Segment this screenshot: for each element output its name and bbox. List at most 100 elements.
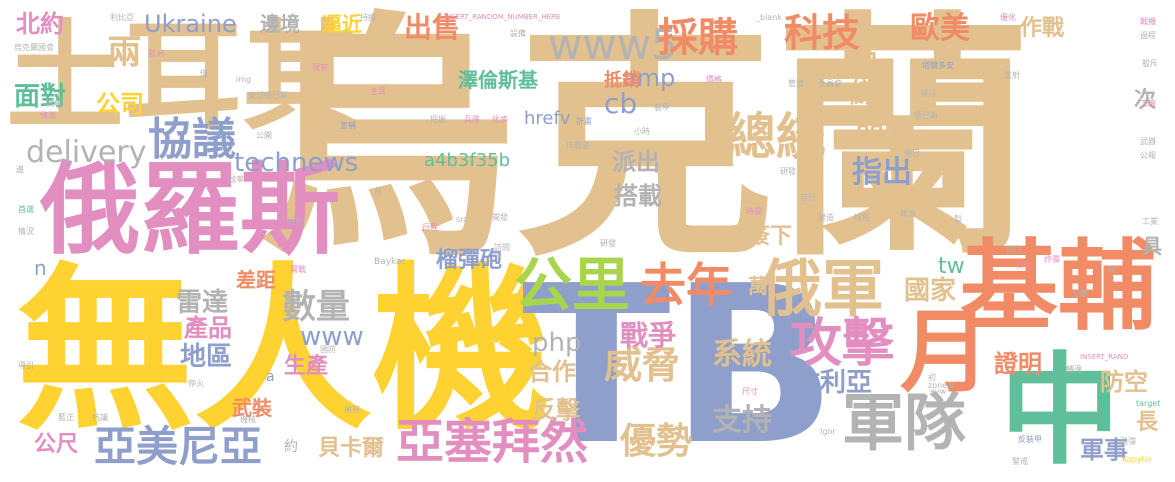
word-ck: ck bbox=[894, 228, 915, 249]
word-committee: 委員會 bbox=[818, 79, 842, 88]
word-anti-armor: 反裝甲 bbox=[1018, 435, 1042, 444]
word-zhichu: 指出 bbox=[852, 155, 912, 190]
word-erdogan: 塔爾多安 bbox=[922, 61, 954, 70]
word-a4b3f35b: a4b3f35b bbox=[424, 150, 511, 171]
word-yasaibairan: 亞塞拜然 bbox=[396, 414, 589, 470]
word-ukraine: Ukraine bbox=[144, 10, 237, 38]
word-libiya: 利比亞 bbox=[110, 13, 134, 22]
word-possess: 擁有 bbox=[344, 405, 360, 414]
word-tuer: 主耳 bbox=[370, 87, 386, 96]
word-xieyi: 協議 bbox=[148, 114, 236, 165]
word-situation: 情況 bbox=[18, 227, 34, 236]
word-avw: avw bbox=[930, 387, 947, 396]
word-edge: 邊 bbox=[16, 165, 24, 174]
word-made: 製 bbox=[954, 215, 962, 224]
word-research: 研發 bbox=[600, 239, 616, 248]
word-combat: 實戰 bbox=[290, 265, 306, 274]
word-baykar: Baykar bbox=[374, 257, 406, 267]
word-youshi: 優勢 bbox=[620, 421, 693, 462]
word-europe: 歐洲 bbox=[148, 49, 164, 58]
word-time: 時間 bbox=[746, 207, 762, 216]
word-yue: 月 bbox=[900, 300, 990, 405]
word-caigou: 採購 bbox=[658, 15, 738, 61]
word-cb: cb bbox=[604, 87, 638, 120]
word-wuzhuang: 武裝 bbox=[232, 396, 272, 420]
word-fly-to: 飛往 bbox=[1006, 245, 1022, 254]
word-shuliang: 數量 bbox=[282, 287, 350, 327]
word-qianxia: 簽下 bbox=[748, 224, 793, 249]
word-yameiniya: 亞美尼亞 bbox=[94, 422, 263, 471]
word-defense: 國防 bbox=[320, 345, 336, 354]
word-alert: 警戒 bbox=[1012, 457, 1028, 466]
word-claim: 宣稱 bbox=[340, 121, 356, 130]
word-zhang: 長 bbox=[1136, 410, 1159, 435]
word-eluosi: 俄羅斯 bbox=[40, 151, 340, 268]
word-troops: 兵隊 bbox=[464, 115, 480, 124]
word-zongtong: 總統 bbox=[726, 108, 826, 166]
word-img: img bbox=[236, 75, 252, 84]
word-blue: 藍正 bbox=[58, 413, 74, 422]
word-oumei: 歐美 bbox=[910, 11, 970, 46]
word-bomb: 炸彈 bbox=[1044, 255, 1060, 264]
word-php: php bbox=[532, 328, 582, 358]
word-missile: 飛彈 bbox=[1120, 437, 1136, 446]
word-donbas: 頓巴斯 bbox=[914, 111, 938, 120]
word-develop: 研發 bbox=[780, 167, 796, 176]
word-first: 首 bbox=[374, 187, 382, 196]
word-amp: amp bbox=[622, 64, 676, 92]
word-weixie: 威脅 bbox=[604, 343, 681, 387]
word-beiyue: 北約 bbox=[16, 10, 64, 38]
word-size: 尺寸 bbox=[742, 387, 758, 396]
word-zuzhi: 組織 bbox=[846, 50, 879, 106]
word-zhengming: 證明 bbox=[994, 350, 1042, 378]
word-bulletin: 公報 bbox=[1140, 151, 1156, 160]
word-channel: 管道 bbox=[788, 79, 804, 88]
word-grasp: 把握 bbox=[430, 115, 446, 124]
word-machinery: 機械 bbox=[240, 415, 256, 424]
word-plan: 計畫 bbox=[576, 117, 592, 126]
word-ci: 次 bbox=[1134, 88, 1157, 113]
word-first-choice: 首選 bbox=[18, 205, 34, 214]
word-zhanzheng: 戰爭 bbox=[620, 319, 677, 352]
word-efficiency: 效率 bbox=[228, 175, 244, 184]
word-optimize: 優化 bbox=[1000, 13, 1016, 22]
word-www: www bbox=[300, 322, 364, 352]
word-s: s bbox=[1054, 402, 1065, 426]
word-existing: 現有 bbox=[312, 63, 328, 72]
word-www5: www5 bbox=[548, 20, 678, 69]
word-mechanized: 化步 bbox=[492, 115, 508, 124]
word-equipment: 設備 bbox=[510, 29, 526, 38]
word-guojia: 國家 bbox=[904, 276, 957, 306]
word-piece: 枚 bbox=[1108, 265, 1116, 274]
word-dazai: 搭載 bbox=[614, 182, 662, 210]
word-wurenji: 無人機 bbox=[16, 247, 550, 454]
word-beikaer: 貝卡爾 bbox=[318, 436, 385, 461]
word-insert-rand: INSERT_RAND bbox=[1080, 353, 1129, 361]
word-wan: 萬 bbox=[748, 274, 768, 298]
word-tw: tw bbox=[938, 254, 965, 279]
word-guide: 導引 bbox=[18, 361, 34, 370]
word-relay: 轉達 bbox=[1066, 365, 1082, 374]
word-kopytin: Kopytin bbox=[1122, 455, 1152, 464]
word-xuliya: 敘利亞 bbox=[794, 368, 873, 398]
word-junshi: 軍事 bbox=[1080, 436, 1128, 464]
word-only: 僅 bbox=[200, 69, 208, 78]
word-bijin: 逼近 bbox=[322, 12, 362, 36]
word-ju: 具 bbox=[1142, 234, 1162, 258]
word-liudanpao: 榴彈砲 bbox=[436, 248, 503, 273]
word-public: 公開 bbox=[256, 131, 272, 140]
word-gongsi: 公司 bbox=[96, 90, 144, 118]
word-hrefv: hrefv bbox=[524, 108, 571, 129]
word-miandui: 面對 bbox=[14, 82, 67, 112]
word-deliver: 交付 bbox=[1016, 261, 1032, 270]
word-armor: 裝甲 bbox=[654, 103, 670, 112]
word-qijian: 期間 bbox=[854, 115, 914, 150]
word-n: n bbox=[34, 256, 47, 280]
word-a: a bbox=[266, 369, 275, 385]
word-visit: 訪問 bbox=[494, 243, 510, 252]
word-dixiao: 抵銷 bbox=[604, 70, 640, 91]
word-src: src bbox=[456, 215, 468, 224]
word-hezuo: 合作 bbox=[528, 358, 576, 386]
word-fangkong: 防空 bbox=[1100, 368, 1148, 396]
word-insert-random-number: INSERT_RANDOM_NUMBER_HERE bbox=[444, 13, 561, 21]
